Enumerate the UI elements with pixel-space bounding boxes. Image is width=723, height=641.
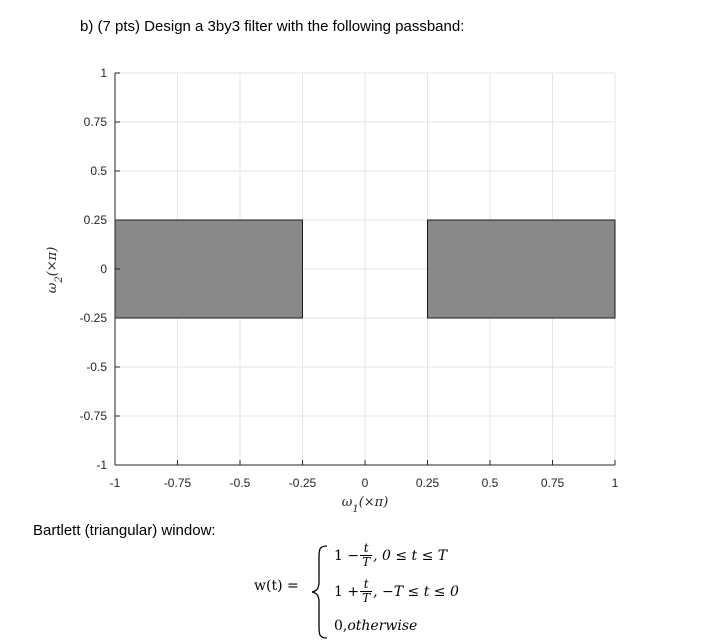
y-tick-label-7: 0.75	[84, 115, 108, 129]
x-tick-label-8: 1	[612, 476, 619, 490]
x-axis-label: ω1(×π)	[342, 495, 389, 515]
y-tick-label-1: -0.75	[80, 409, 108, 423]
x-tick-label-0: -1	[110, 476, 121, 490]
y-tick-label-5: 0.25	[84, 213, 108, 227]
x-tick-label-7: 0.75	[541, 476, 565, 490]
formula-case-1: 1 − t T , 0 ≤ t ≤ T	[334, 541, 448, 569]
axes	[114, 72, 616, 466]
fraction-1: t T	[360, 541, 373, 569]
bartlett-formula: w(t) = 1 − t T , 0 ≤ t ≤ T 1 + t T , −T …	[254, 540, 514, 640]
passband-region-2	[427, 219, 616, 319]
fraction-2: t T	[360, 577, 373, 605]
y-tick-label-8: 1	[100, 66, 107, 80]
window-heading: Bartlett (triangular) window:	[33, 522, 216, 539]
y-tick-label-0: -1	[96, 458, 107, 472]
formula-case-2: 1 + t T , −T ≤ t ≤ 0	[334, 577, 459, 605]
y-tick-label-4: 0	[100, 262, 107, 276]
y-axis-label: ω2(×π)	[45, 247, 65, 294]
question-heading: b) (7 pts) Design a 3by3 filter with the…	[80, 18, 465, 35]
passband-region-1	[114, 219, 303, 319]
y-tick-label-2: -0.5	[86, 360, 107, 374]
formula-case-3: 0, otherwise	[334, 618, 418, 634]
y-tick-label-6: 0.5	[90, 164, 107, 178]
x-tick-labels: -1 -0.75 -0.5 -0.25 0 0.25 0.5 0.75 1	[110, 476, 619, 490]
formula-lhs: w(t) =	[254, 578, 299, 594]
x-tick-label-2: -0.5	[230, 476, 251, 490]
left-brace	[311, 545, 328, 639]
passband-plot: -1 -0.75 -0.5 -0.25 0 0.25 0.5 0.75 1 -1 -0.75 -0.…	[45, 66, 619, 515]
x-tick-label-1: -0.75	[164, 476, 192, 490]
x-tick-label-5: 0.25	[416, 476, 440, 490]
y-tick-label-3: -0.25	[80, 311, 108, 325]
y-tick-labels: -1 -0.75 -0.5 -0.25 0 0.25 0.5 0.75 1	[80, 66, 108, 472]
x-tick-label-3: -0.25	[289, 476, 317, 490]
x-tick-label-4: 0	[362, 476, 369, 490]
x-tick-label-6: 0.5	[482, 476, 499, 490]
